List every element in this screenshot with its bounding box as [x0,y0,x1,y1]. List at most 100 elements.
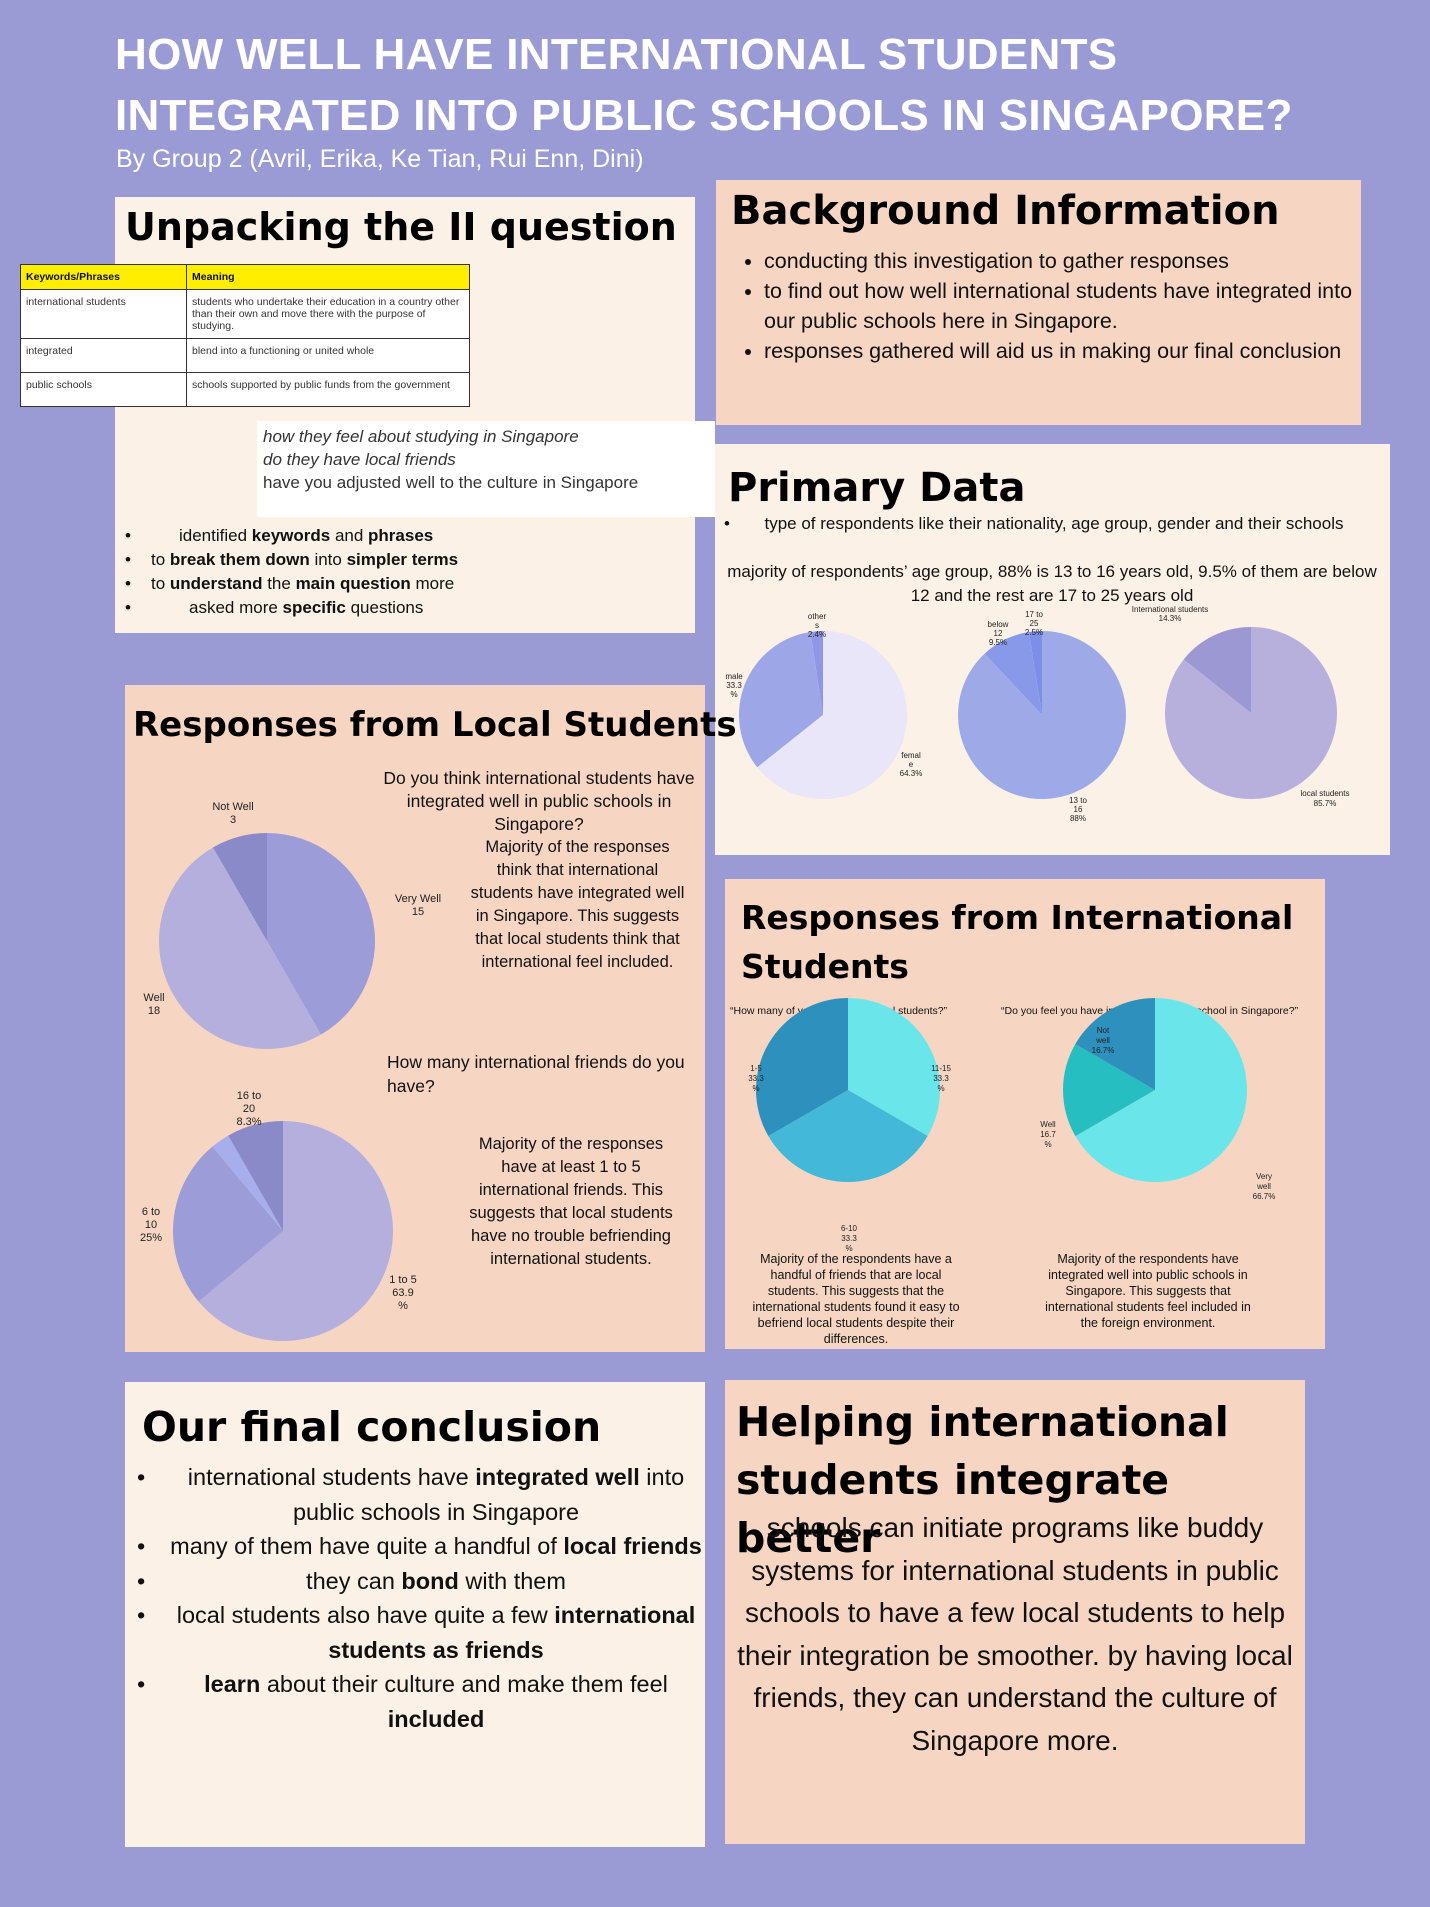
nationality-pie [1165,627,1337,799]
local-q2-caption: Majority of the responses have at least … [469,1135,673,1268]
table-row: public schools schools supported by publ… [20,372,470,407]
pie-label: 17 to 25 2.5% [1024,610,1044,637]
byline: By Group 2 (Avril, Erika, Ke Tian, Rui E… [116,145,644,173]
list-item: • they can bond with them [137,1567,566,1594]
list-item: conducting this investigation to gather … [764,246,1364,276]
background-panel [716,180,1361,425]
intl-title: Responses from International Students [741,898,1294,986]
pie-slice-international-students [1183,627,1251,713]
keywords-header: Keywords/Phrases [20,264,187,290]
pie-label: other s 2.4% [807,612,827,639]
pie-slice-female [757,631,907,799]
list-item: • many of them have quite a handful of lo… [137,1533,702,1559]
pie-slice-not-well [213,833,267,941]
specific-question: do they have local friends [263,450,456,469]
table-row: integrated blend into a functioning or u… [20,338,470,373]
unpacking-title: Unpacking the II question [125,205,677,249]
pie-slice-very-well [267,833,375,1035]
table-cell: schools supported by public funds from t… [186,372,470,407]
list-item: • to break them down into simpler terms [125,550,459,569]
pie-slice-13-to-16 [958,631,1126,799]
local-q1: Do you think international students have… [383,768,695,834]
local-q2: How many international friends do you ha… [387,1052,685,1096]
pie-slice-very-well [1075,998,1247,1182]
pie-label: femal e 64.3% [899,751,923,778]
pie-slice-1-to-5 [198,1121,393,1341]
pie-label: 1 to 5 63.9% [389,1274,417,1312]
primary-note: majority of respondents’ age group, 88% … [727,562,1377,605]
pie-slice-well [159,847,321,1049]
pie-slice-local-students [1165,627,1337,799]
age-pie [958,631,1126,799]
pie-slice-not-well [1075,998,1155,1090]
pie-label: International students 14.3% [1131,605,1209,623]
pie-slice-11-15 [848,998,940,1136]
pie-label: Very Well 15 [394,893,442,918]
pie-label: 6 to 10 25% [139,1206,163,1244]
primary-pies [739,627,1337,799]
list-item: • to understand the main question more [125,574,455,593]
pie-label: Well 16.7% [1040,1120,1056,1149]
list-item: • local students also have quite a few in… [137,1602,696,1663]
conclusion-list: • international students have integrated … [137,1460,705,1736]
pie-label: 11-15 33.3% [931,1064,951,1093]
list-item: • asked more specific questions [125,598,424,617]
gender-pie [739,631,907,799]
local-integration-pie [159,833,375,1049]
table-cell: public schools [20,372,187,407]
helping-title: Helping international students integrate… [736,1398,1229,1562]
primary-bullet: • type of respondents like their national… [724,514,1344,533]
list-item: responses gathered will aid us in making… [764,336,1364,366]
pie-label: Very well 66.7% [1252,1172,1276,1201]
pie-slice-16-to-20 [228,1121,283,1231]
specific-question: have you adjusted well to the culture in… [263,473,639,492]
primary-title: Primary Data [728,465,1026,511]
specific-question: how they feel about studying in Singapor… [263,427,579,446]
pie-label: 1-5 33.3% [748,1064,764,1093]
local-friends-pie [173,1121,393,1341]
pie-label: Not well 16.7% [1091,1026,1115,1055]
list-item: • international students have integrated … [137,1464,685,1525]
pie-label: below 12 9.5% [987,620,1009,647]
list-item: • identified keywords and phrases [125,526,434,545]
pie-label: Not Well 3 [212,801,254,826]
intl-friends-pie [756,998,940,1182]
table-cell: integrated [20,338,187,373]
intl-pies [756,998,1247,1182]
pie-slice-other [810,631,823,715]
keywords-table: Keywords/Phrases Meaning international s… [20,264,470,407]
pie-label: 13 to 16 88% [1069,796,1087,823]
helping-text: schools can initiate programs like buddy… [737,1512,1293,1756]
specific-questions-box: how they feel about studying in Singapor… [257,421,715,517]
unpacking-bullets: • identified keywords and phrases • to bre… [125,524,545,620]
table-cell: international students [20,289,187,339]
pie-slice-below-12 [984,632,1042,715]
pie-slice-well [1063,1044,1155,1137]
pie-slice-male [739,631,823,768]
helping-panel [725,1380,1305,1844]
pie-label: local students 85.7% [1300,789,1350,808]
pie-slice-6-to-10 [173,1146,283,1302]
table-cell: students who undertake their education i… [186,289,470,339]
intl-integration-pie [1063,998,1247,1182]
meaning-header: Meaning [186,264,470,290]
local-title: Responses from Local Students [133,705,737,745]
background-list: conducting this investigation to gather … [742,246,1364,366]
pie-label: Well 18 [143,992,165,1017]
pie-slice-1-5 [756,998,848,1136]
pie-label: 16 to 20 8.3% [236,1090,262,1128]
poster-title: HOW WELL HAVE INTERNATIONAL STUDENTS INT… [115,30,1293,140]
intl-q2-caption: Majority of the respondents have integra… [1045,1252,1251,1330]
pie-label: 6-10 33.3% [840,1224,857,1253]
conclusion-title: Our final conclusion [142,1403,602,1451]
local-pies [159,833,393,1341]
pie-slice-11-to-15 [212,1135,283,1231]
table-row: international students students who unde… [20,289,470,339]
list-item: • learn about their culture and make them… [137,1671,668,1732]
intl-q1-caption: Majority of the respondents have a handf… [752,1252,960,1346]
pie-label: male 33.3% [725,672,743,699]
pie-slice-6-10 [768,1090,928,1182]
conclusion-panel [125,1382,705,1847]
pie-slice-17-to-25 [1028,631,1042,715]
table-cell: blend into a functioning or united whole [186,338,470,373]
